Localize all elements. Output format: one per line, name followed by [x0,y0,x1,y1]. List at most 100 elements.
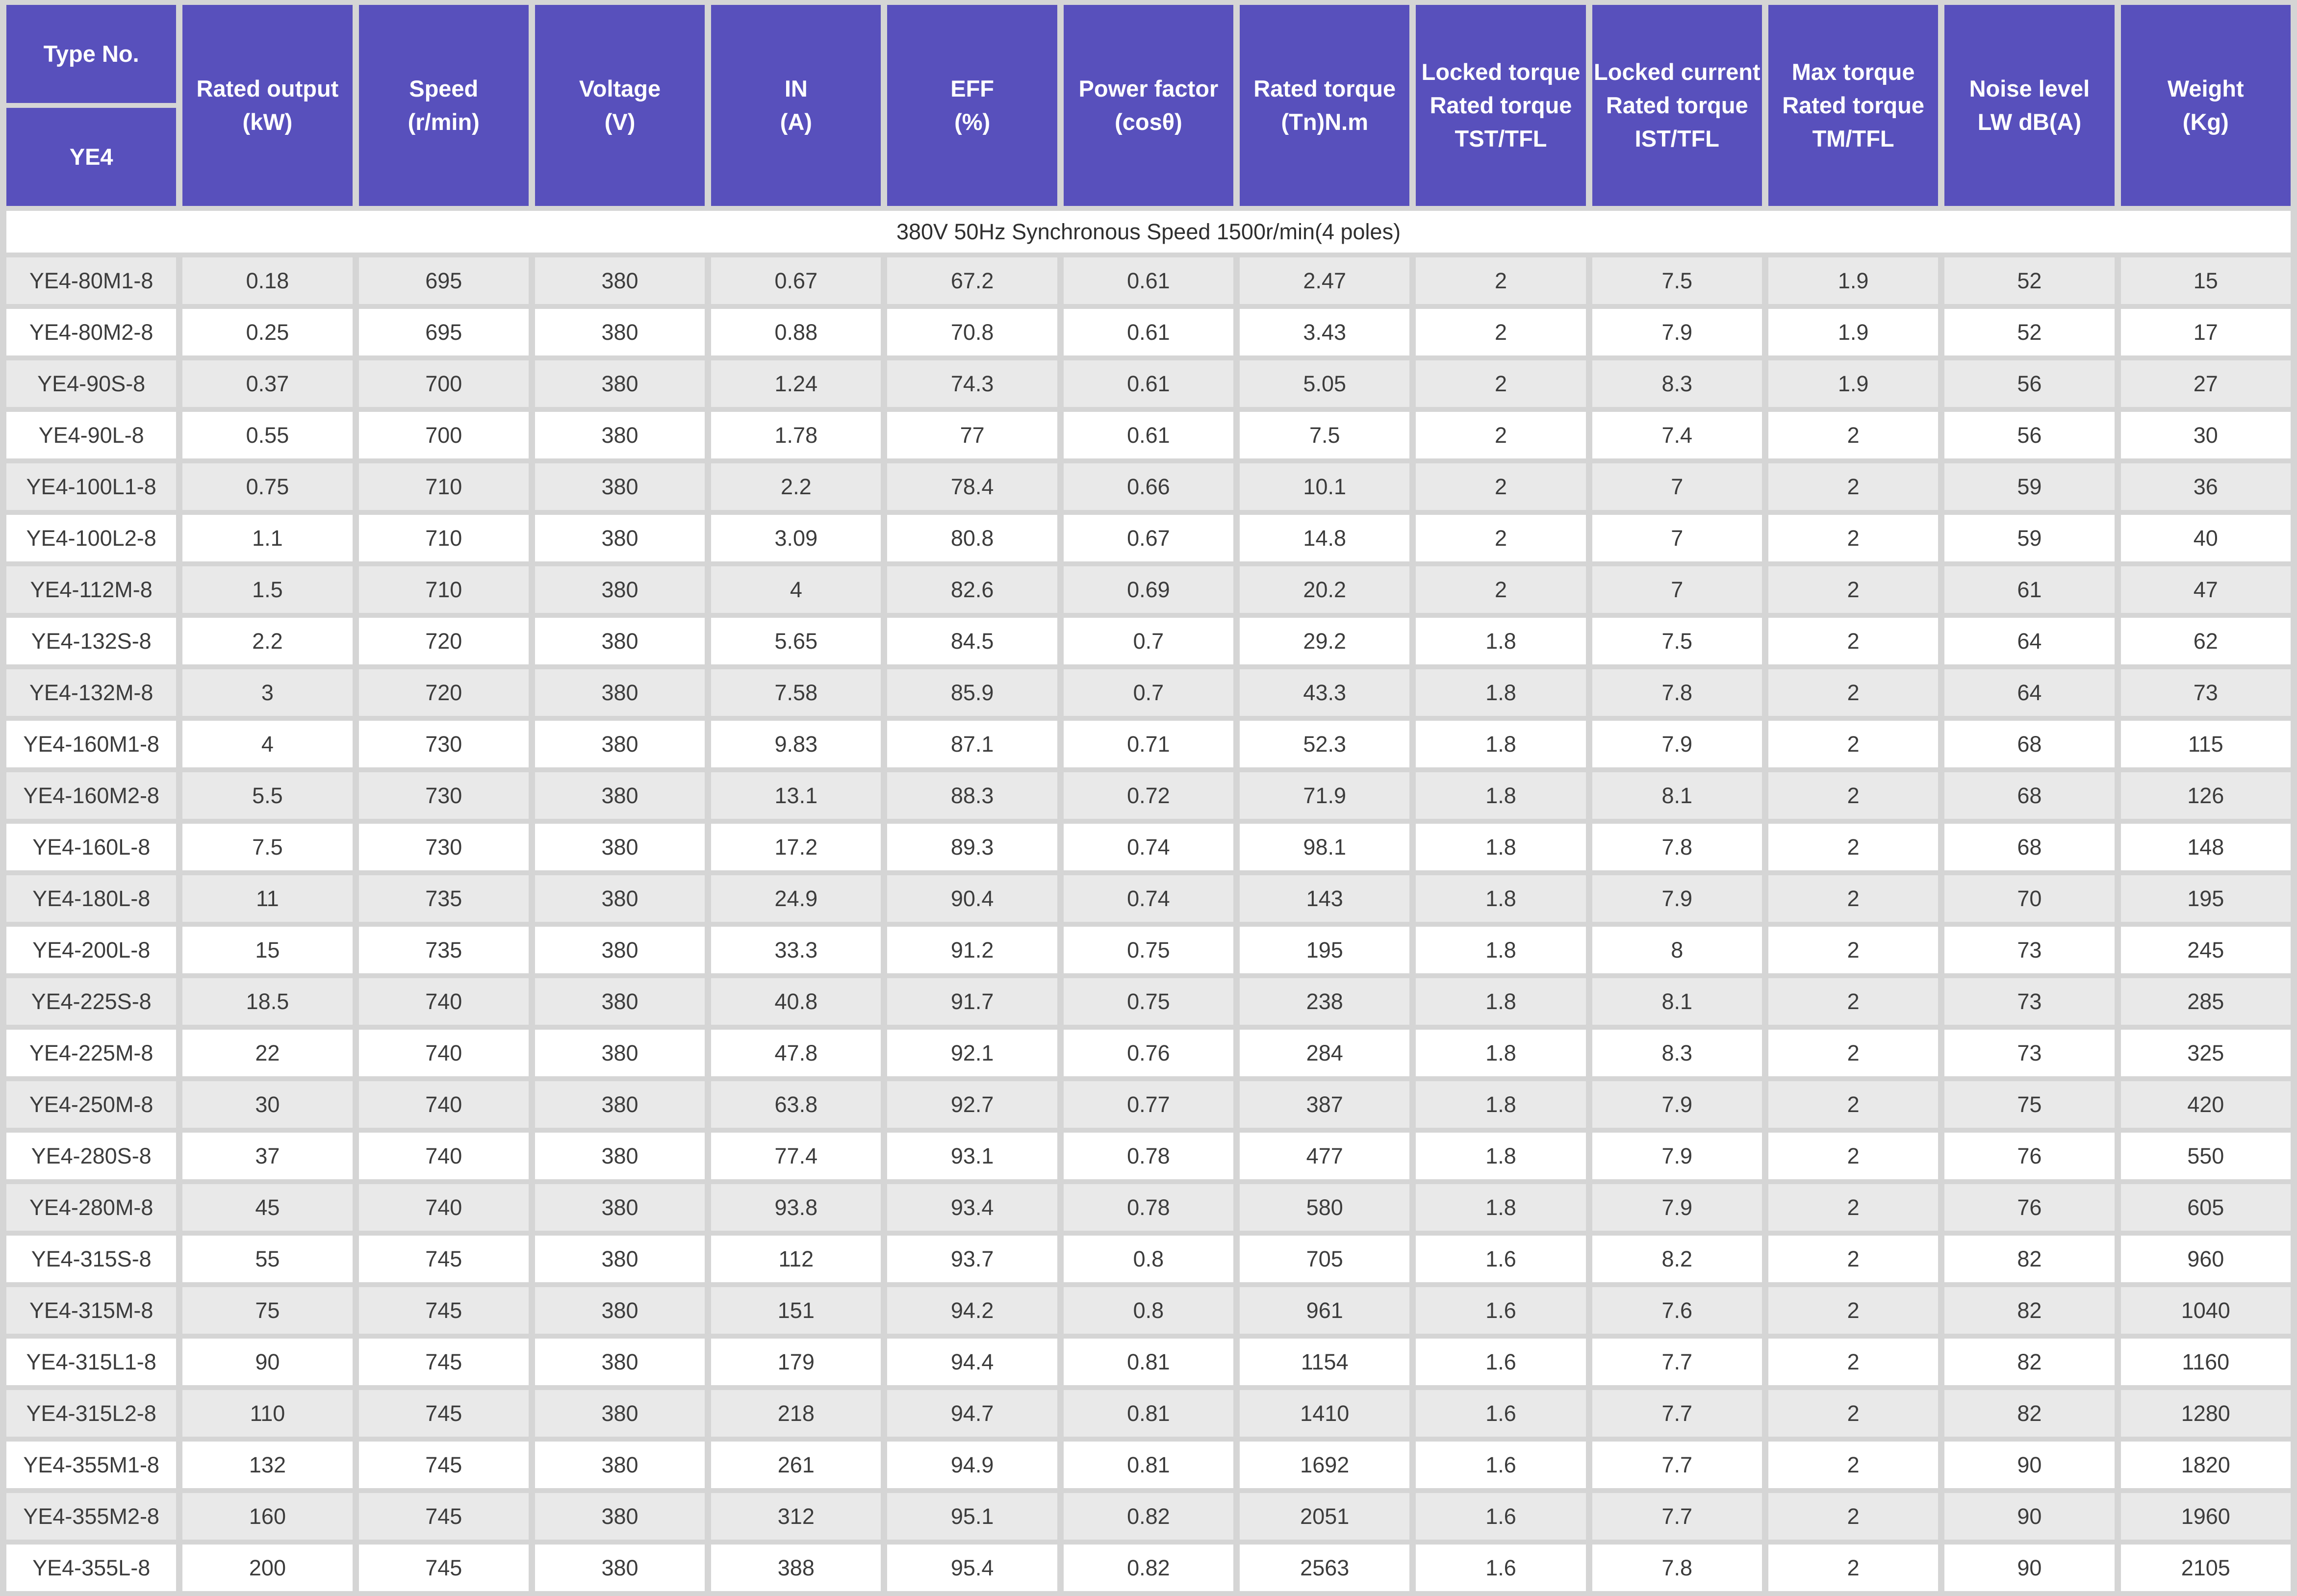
data-cell: 0.7 [1063,669,1234,716]
data-cell: 1154 [1240,1339,1410,1385]
data-cell: 74.3 [887,360,1057,407]
table-header: Type No. Rated output (kW) Speed (r/min)… [6,5,2291,253]
data-cell: 115 [2120,721,2291,767]
row-type-cell: YE4-160L-8 [6,824,177,870]
row-type-cell: YE4-315S-8 [6,1236,177,1282]
table-row: YE4-355M2-8 160 745 380 312 95.1 0.82 2051 1.6 7.… [6,1493,2291,1540]
data-cell: 2 [1768,824,1939,870]
data-cell: 75 [1944,1081,2115,1128]
data-cell: 740 [358,1030,529,1076]
data-cell: 5.05 [1240,360,1410,407]
data-cell: 126 [2120,772,2291,819]
data-cell: 2.2 [182,618,353,664]
data-cell: 2 [1416,309,1586,355]
table-row: YE4-160M2-8 5.5 730 380 13.1 88.3 0.72 71.9 1.8 8… [6,772,2291,819]
row-type-cell: YE4-315M-8 [6,1287,177,1334]
data-cell: 730 [358,824,529,870]
data-cell: 238 [1240,978,1410,1025]
data-cell: 0.74 [1063,824,1234,870]
data-cell: 4 [182,721,353,767]
data-cell: 2 [1768,412,1939,458]
data-cell: 2 [1768,1184,1939,1231]
data-cell: 380 [535,257,705,304]
data-cell: 2 [1416,515,1586,561]
data-cell: 3.09 [711,515,881,561]
data-cell: 2 [1768,1545,1939,1591]
data-cell: 2.47 [1240,257,1410,304]
data-cell: 90.4 [887,875,1057,922]
data-cell: 43.3 [1240,669,1410,716]
data-cell: 151 [711,1287,881,1334]
data-cell: 8.2 [1592,1236,1762,1282]
data-cell: 1.1 [182,515,353,561]
data-cell: 59 [1944,515,2115,561]
header-cell-weight: Weight (Kg) [2120,5,2291,206]
data-cell: 961 [1240,1287,1410,1334]
data-cell: 1.6 [1416,1545,1586,1591]
data-cell: 2 [1768,772,1939,819]
data-cell: 0.8 [1063,1236,1234,1282]
data-cell: 47 [2120,566,2291,613]
data-cell: 284 [1240,1030,1410,1076]
data-cell: 745 [358,1287,529,1334]
data-cell: 700 [358,360,529,407]
data-cell: 1.8 [1416,1184,1586,1231]
table-row: YE4-250M-8 30 740 380 63.8 92.7 0.77 387 1.8 7.9 2… [6,1081,2291,1128]
data-cell: 1.8 [1416,1081,1586,1128]
data-cell: 2 [1416,412,1586,458]
data-cell: 7.5 [182,824,353,870]
data-cell: 380 [535,772,705,819]
table-row: YE4-315L2-8 110 745 380 218 94.7 0.81 1410 1.6 7.… [6,1390,2291,1437]
data-cell: 91.7 [887,978,1057,1025]
data-cell: 93.1 [887,1133,1057,1179]
data-cell: 0.67 [1063,515,1234,561]
data-cell: 1960 [2120,1493,2291,1540]
data-cell: 52 [1944,257,2115,304]
data-cell: 30 [2120,412,2291,458]
data-cell: 45 [182,1184,353,1231]
data-cell: 94.4 [887,1339,1057,1385]
data-cell: 2 [1768,1236,1939,1282]
header-cell-type-no: Type No. [6,5,177,103]
data-cell: 7.8 [1592,669,1762,716]
data-cell: 2 [1416,566,1586,613]
data-cell: 8.1 [1592,978,1762,1025]
data-cell: 9.83 [711,721,881,767]
row-type-cell: YE4-100L2-8 [6,515,177,561]
data-cell: 380 [535,927,705,973]
data-cell: 90 [182,1339,353,1385]
data-cell: 10.1 [1240,463,1410,510]
data-cell: 36 [2120,463,2291,510]
data-cell: 745 [358,1339,529,1385]
data-cell: 0.76 [1063,1030,1234,1076]
data-cell: 705 [1240,1236,1410,1282]
row-type-cell: YE4-315L2-8 [6,1390,177,1437]
data-cell: 1.8 [1416,772,1586,819]
data-cell: 8.1 [1592,772,1762,819]
header-cell-max-torque: Max torque Rated torque TM/TFL [1768,5,1939,206]
data-cell: 380 [535,1133,705,1179]
data-cell: 1.6 [1416,1493,1586,1540]
data-cell: 90 [1944,1442,2115,1488]
data-cell: 14.8 [1240,515,1410,561]
data-cell: 55 [182,1236,353,1282]
data-cell: 160 [182,1493,353,1540]
table-row: YE4-355M1-8 132 745 380 261 94.9 0.81 1692 1.6 7.… [6,1442,2291,1488]
row-type-cell: YE4-132S-8 [6,618,177,664]
row-type-cell: YE4-112M-8 [6,566,177,613]
data-cell: 380 [535,1442,705,1488]
data-cell: 7.5 [1240,412,1410,458]
data-cell: 1692 [1240,1442,1410,1488]
data-cell: 380 [535,669,705,716]
data-cell: 380 [535,1493,705,1540]
data-cell: 1.6 [1416,1287,1586,1334]
data-cell: 2105 [2120,1545,2291,1591]
data-cell: 7.9 [1592,721,1762,767]
data-cell: 71.9 [1240,772,1410,819]
table-row: YE4-90L-8 0.55 700 380 1.78 77 0.61 7.5 2 7.4 2 56 3… [6,412,2291,458]
data-cell: 2 [1768,566,1939,613]
data-cell: 179 [711,1339,881,1385]
data-cell: 2 [1416,463,1586,510]
data-cell: 7.8 [1592,824,1762,870]
data-cell: 93.8 [711,1184,881,1231]
